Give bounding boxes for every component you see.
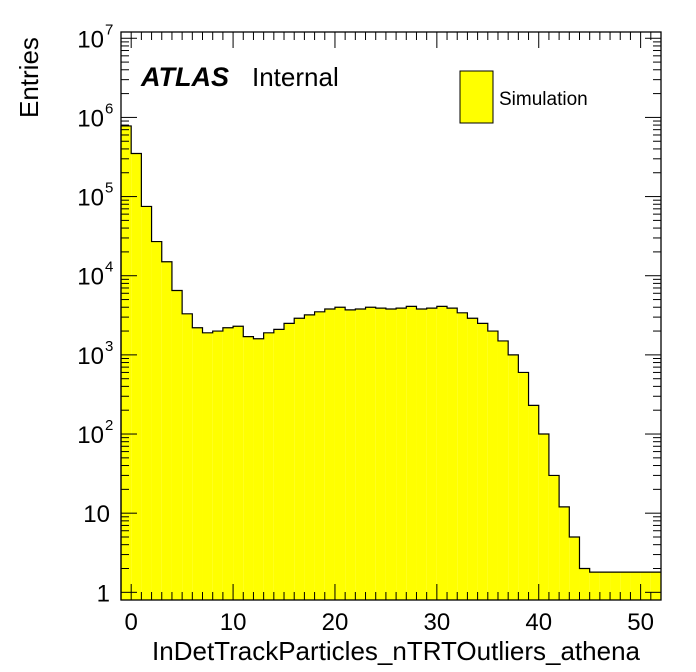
histogram-bin xyxy=(202,332,213,600)
histogram-bin xyxy=(477,323,488,600)
histogram-bin xyxy=(161,261,172,600)
x-tick-label: 50 xyxy=(627,609,654,636)
histogram-bin xyxy=(569,537,580,600)
histogram-bin xyxy=(650,572,661,600)
y-tick-label: 10 xyxy=(77,343,104,370)
y-tick-label: 10 xyxy=(83,501,110,528)
x-tick-label: 30 xyxy=(423,609,450,636)
histogram-bin xyxy=(253,338,264,600)
axis-ticks xyxy=(120,32,662,600)
histogram-bin xyxy=(243,336,254,600)
histogram-bin xyxy=(436,306,448,600)
histogram-bin xyxy=(294,318,305,600)
y-axis-title: Entries xyxy=(14,37,44,118)
histogram-bin xyxy=(233,326,244,600)
histogram-bin xyxy=(141,206,152,600)
atlas-label: ATLAS xyxy=(140,62,229,92)
y-tick-exponent: 5 xyxy=(105,180,113,197)
histogram-bin xyxy=(457,312,468,600)
y-tick-exponent: 6 xyxy=(105,100,113,117)
histogram-bin xyxy=(345,309,356,600)
histogram-bin xyxy=(610,572,621,600)
histogram-bin xyxy=(222,327,234,600)
histogram-bin xyxy=(518,372,529,600)
y-tick-label: 10 xyxy=(77,185,104,212)
histogram-bin xyxy=(263,332,274,600)
histogram-bin xyxy=(630,572,641,600)
histogram-bin xyxy=(559,506,570,600)
histogram-bin xyxy=(589,572,600,600)
histogram-outline xyxy=(120,125,661,600)
y-tick-exponent: 4 xyxy=(105,259,113,276)
plot-frame xyxy=(120,31,662,601)
histogram-bin xyxy=(375,308,386,600)
histogram-bin xyxy=(538,434,549,600)
histogram-bin xyxy=(599,572,611,600)
x-tick-label: 10 xyxy=(220,609,247,636)
histogram-bin xyxy=(447,308,458,600)
histogram-bin xyxy=(131,153,142,601)
histogram-bin xyxy=(487,331,498,600)
y-tick-label: 10 xyxy=(77,26,104,53)
histogram-bin xyxy=(304,314,315,600)
histogram-bin xyxy=(416,308,427,600)
histogram-bin xyxy=(508,354,519,600)
histogram-bin xyxy=(579,568,590,600)
histogram-bin xyxy=(324,308,335,600)
histogram-bin xyxy=(620,572,631,600)
histogram-bin xyxy=(284,323,295,600)
x-tick-label: 20 xyxy=(322,609,349,636)
legend-label: Simulation xyxy=(499,89,588,110)
histogram-bin xyxy=(640,572,651,600)
histogram-bin xyxy=(426,308,437,600)
histogram-bin xyxy=(467,318,478,600)
histogram-bin xyxy=(497,340,509,600)
y-tick-exponent: 2 xyxy=(105,417,113,434)
histogram-bin xyxy=(314,311,325,600)
internal-label: Internal xyxy=(252,62,339,92)
histogram-bin xyxy=(406,306,417,600)
histogram-bin xyxy=(528,405,539,600)
histogram-bin xyxy=(355,308,366,600)
histogram-area xyxy=(120,125,661,601)
legend-swatch xyxy=(459,70,494,124)
histogram-bin xyxy=(171,290,183,600)
y-tick-label: 1 xyxy=(97,580,110,607)
y-tick-exponent: 3 xyxy=(105,338,113,355)
histogram-bin xyxy=(396,308,407,600)
histogram-bin xyxy=(365,307,376,600)
y-tick-exponent: 7 xyxy=(105,21,113,38)
x-tick-label: 40 xyxy=(525,609,552,636)
y-tick-label: 10 xyxy=(77,264,104,291)
histogram-bin xyxy=(385,308,397,600)
x-axis-title: InDetTrackParticles_nTRTOutliers_athena xyxy=(152,636,640,666)
histogram-bin xyxy=(192,327,203,600)
y-tick-label: 10 xyxy=(77,422,104,449)
histogram-bin xyxy=(548,475,560,600)
histogram-bin xyxy=(212,331,223,600)
y-tick-label: 10 xyxy=(77,105,104,132)
x-tick-label: 0 xyxy=(125,609,138,636)
histogram-bin xyxy=(151,241,162,600)
histogram-bin xyxy=(182,313,193,600)
histogram-bin xyxy=(334,307,346,600)
histogram-bin xyxy=(273,329,285,600)
